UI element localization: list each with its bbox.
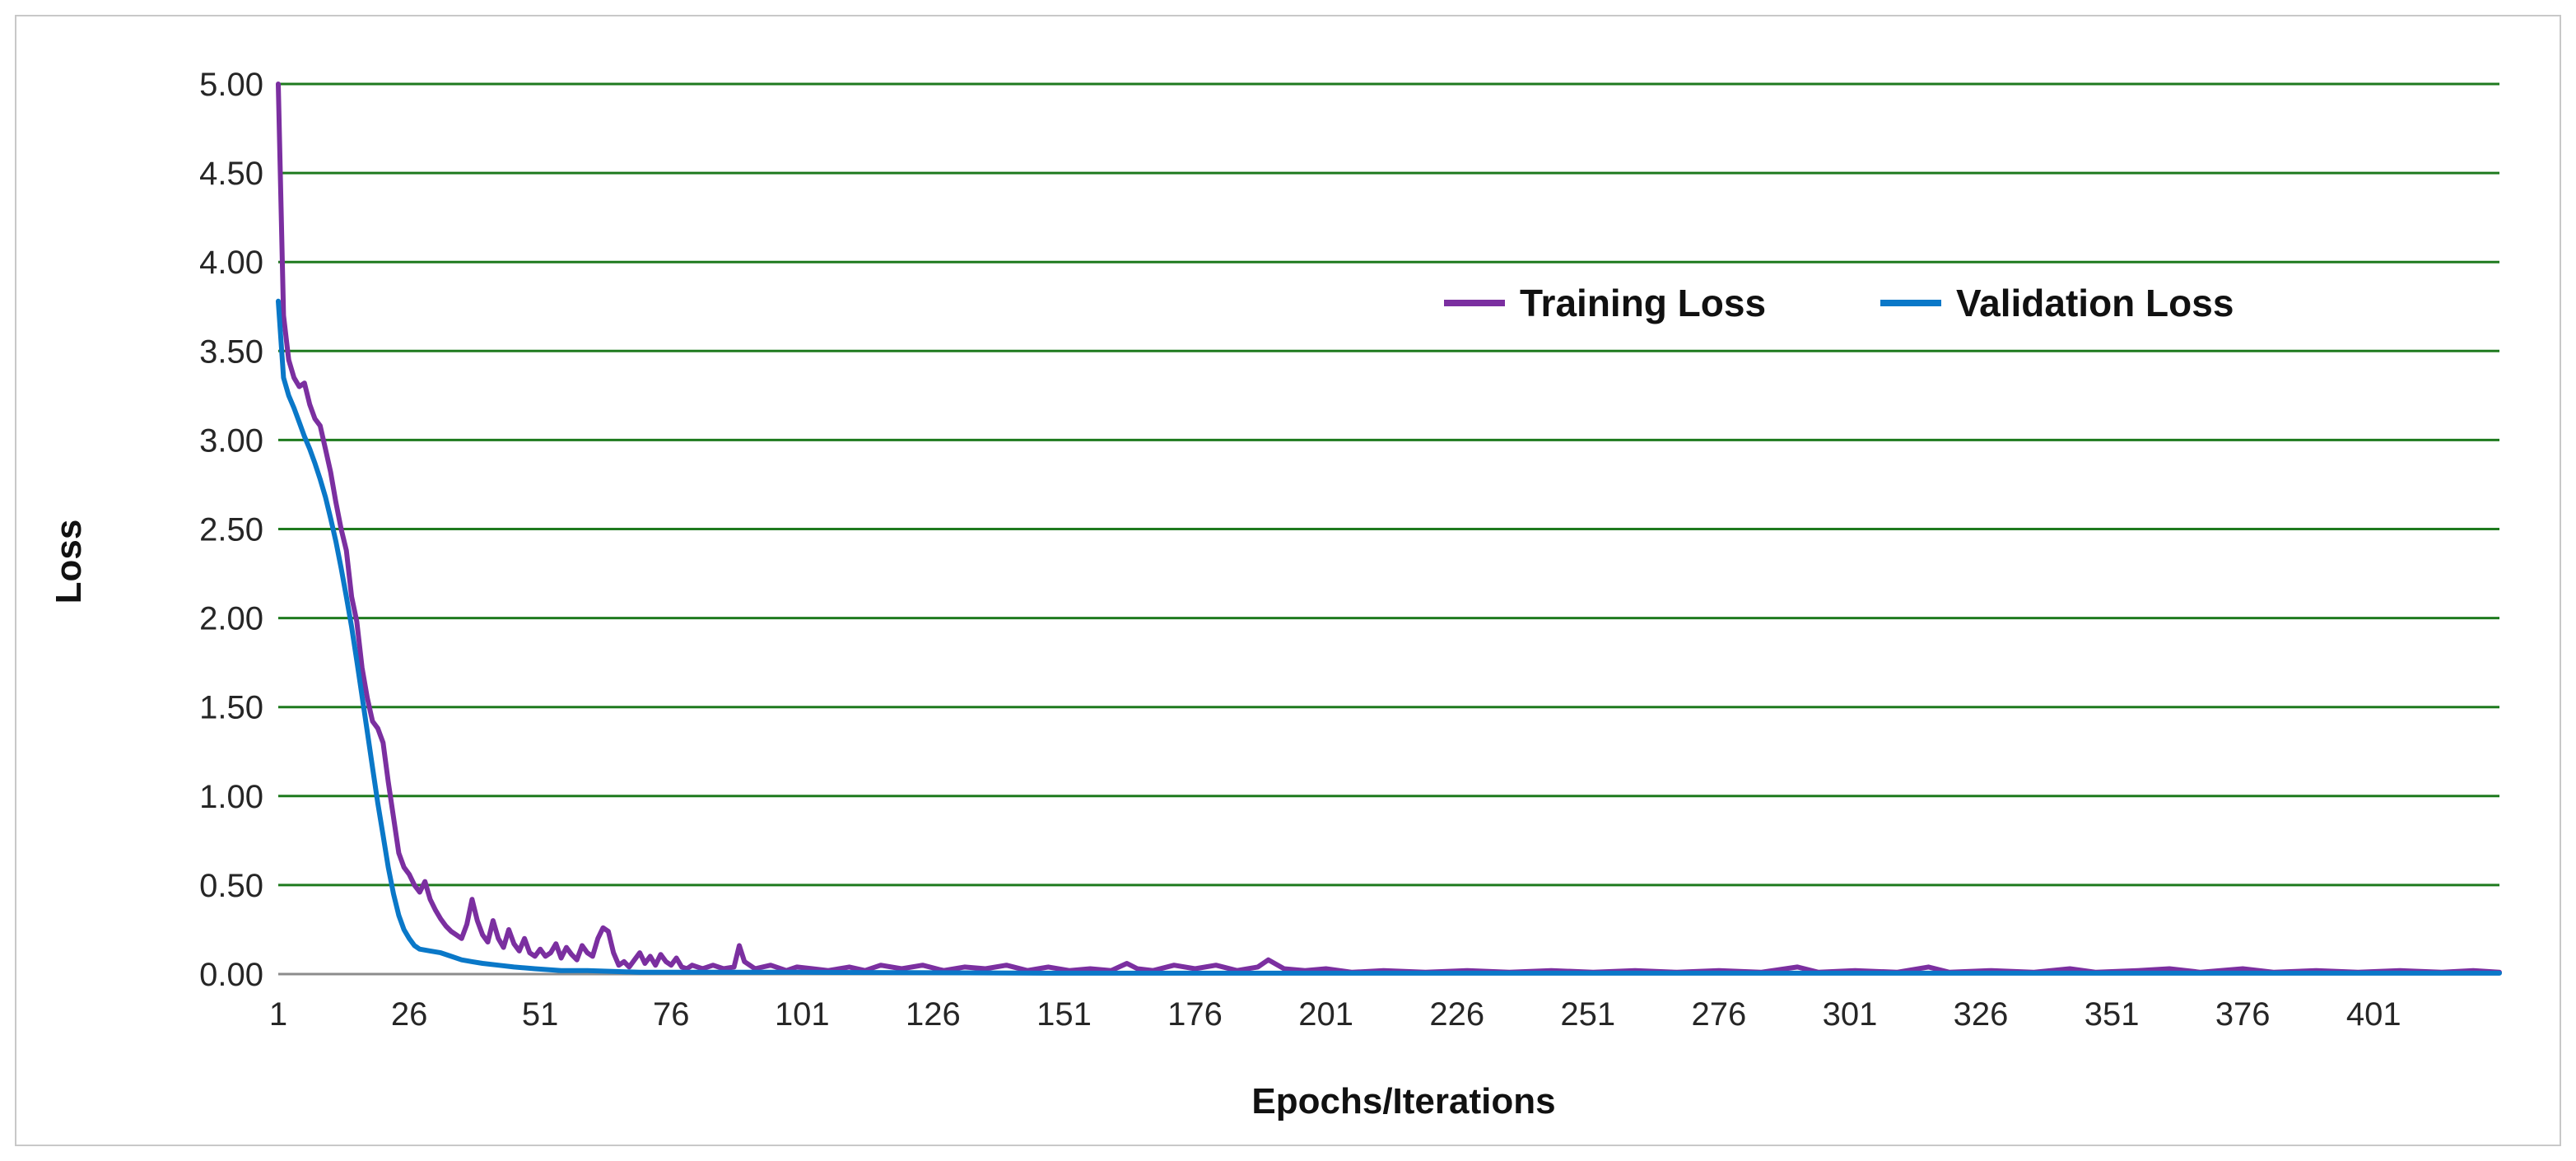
y-tick-label: 3.50: [199, 333, 263, 370]
gridlines: [278, 82, 2499, 976]
x-tick-label: 201: [1298, 996, 1353, 1033]
x-tick-label: 301: [1823, 996, 1878, 1033]
y-axis-ticks: 0.00 0.50 1.00 1.50 2.00 2.50 3.00 3.50 4.00 4.50…: [199, 67, 263, 993]
legend-label-training-loss: Training Loss: [1520, 282, 1766, 324]
x-tick-label: 26: [391, 996, 428, 1033]
x-tick-label: 51: [522, 996, 559, 1033]
x-tick-label: 1: [269, 996, 287, 1033]
x-tick-label: 176: [1167, 996, 1223, 1033]
series-line-validation-loss: [276, 298, 2502, 976]
y-tick-label: 3.00: [199, 422, 263, 459]
y-tick-label: 0.00: [199, 957, 263, 993]
series-lines: [276, 82, 2502, 976]
legend: Training Loss Validation Loss: [1444, 282, 2234, 324]
y-tick-label: 2.50: [199, 512, 263, 548]
x-tick-label: 76: [653, 996, 690, 1033]
y-axis-title: Loss: [49, 520, 89, 604]
x-tick-label: 151: [1036, 996, 1092, 1033]
y-tick-label: 4.50: [199, 156, 263, 192]
y-tick-label: 5.00: [199, 67, 263, 103]
x-tick-label: 401: [2346, 996, 2401, 1033]
x-tick-label: 251: [1560, 996, 1615, 1033]
chart-frame: 0.00 0.50 1.00 1.50 2.00 2.50 3.00 3.50 4.00 4.50…: [15, 15, 2561, 1146]
x-tick-label: 101: [775, 996, 830, 1033]
x-tick-label: 351: [2085, 996, 2140, 1033]
x-tick-label: 376: [2215, 996, 2271, 1033]
x-axis-ticks: 1 26 51 76 101 126 151 176 201 226 251 276 301 326 351…: [269, 996, 2401, 1033]
y-tick-label: 4.00: [199, 245, 263, 281]
x-tick-label: 326: [1954, 996, 2009, 1033]
legend-label-validation-loss: Validation Loss: [1956, 282, 2234, 324]
x-tick-label: 276: [1692, 996, 1747, 1033]
line-chart: 0.00 0.50 1.00 1.50 2.00 2.50 3.00 3.50 4.00 4.50…: [49, 67, 2502, 1121]
x-tick-label: 226: [1429, 996, 1484, 1033]
y-tick-label: 1.00: [199, 779, 263, 815]
x-axis-title: Epochs/Iterations: [1251, 1081, 1555, 1121]
y-tick-label: 1.50: [199, 690, 263, 726]
y-tick-label: 0.50: [199, 868, 263, 904]
y-tick-label: 2.00: [199, 601, 263, 637]
x-tick-label: 126: [906, 996, 961, 1033]
